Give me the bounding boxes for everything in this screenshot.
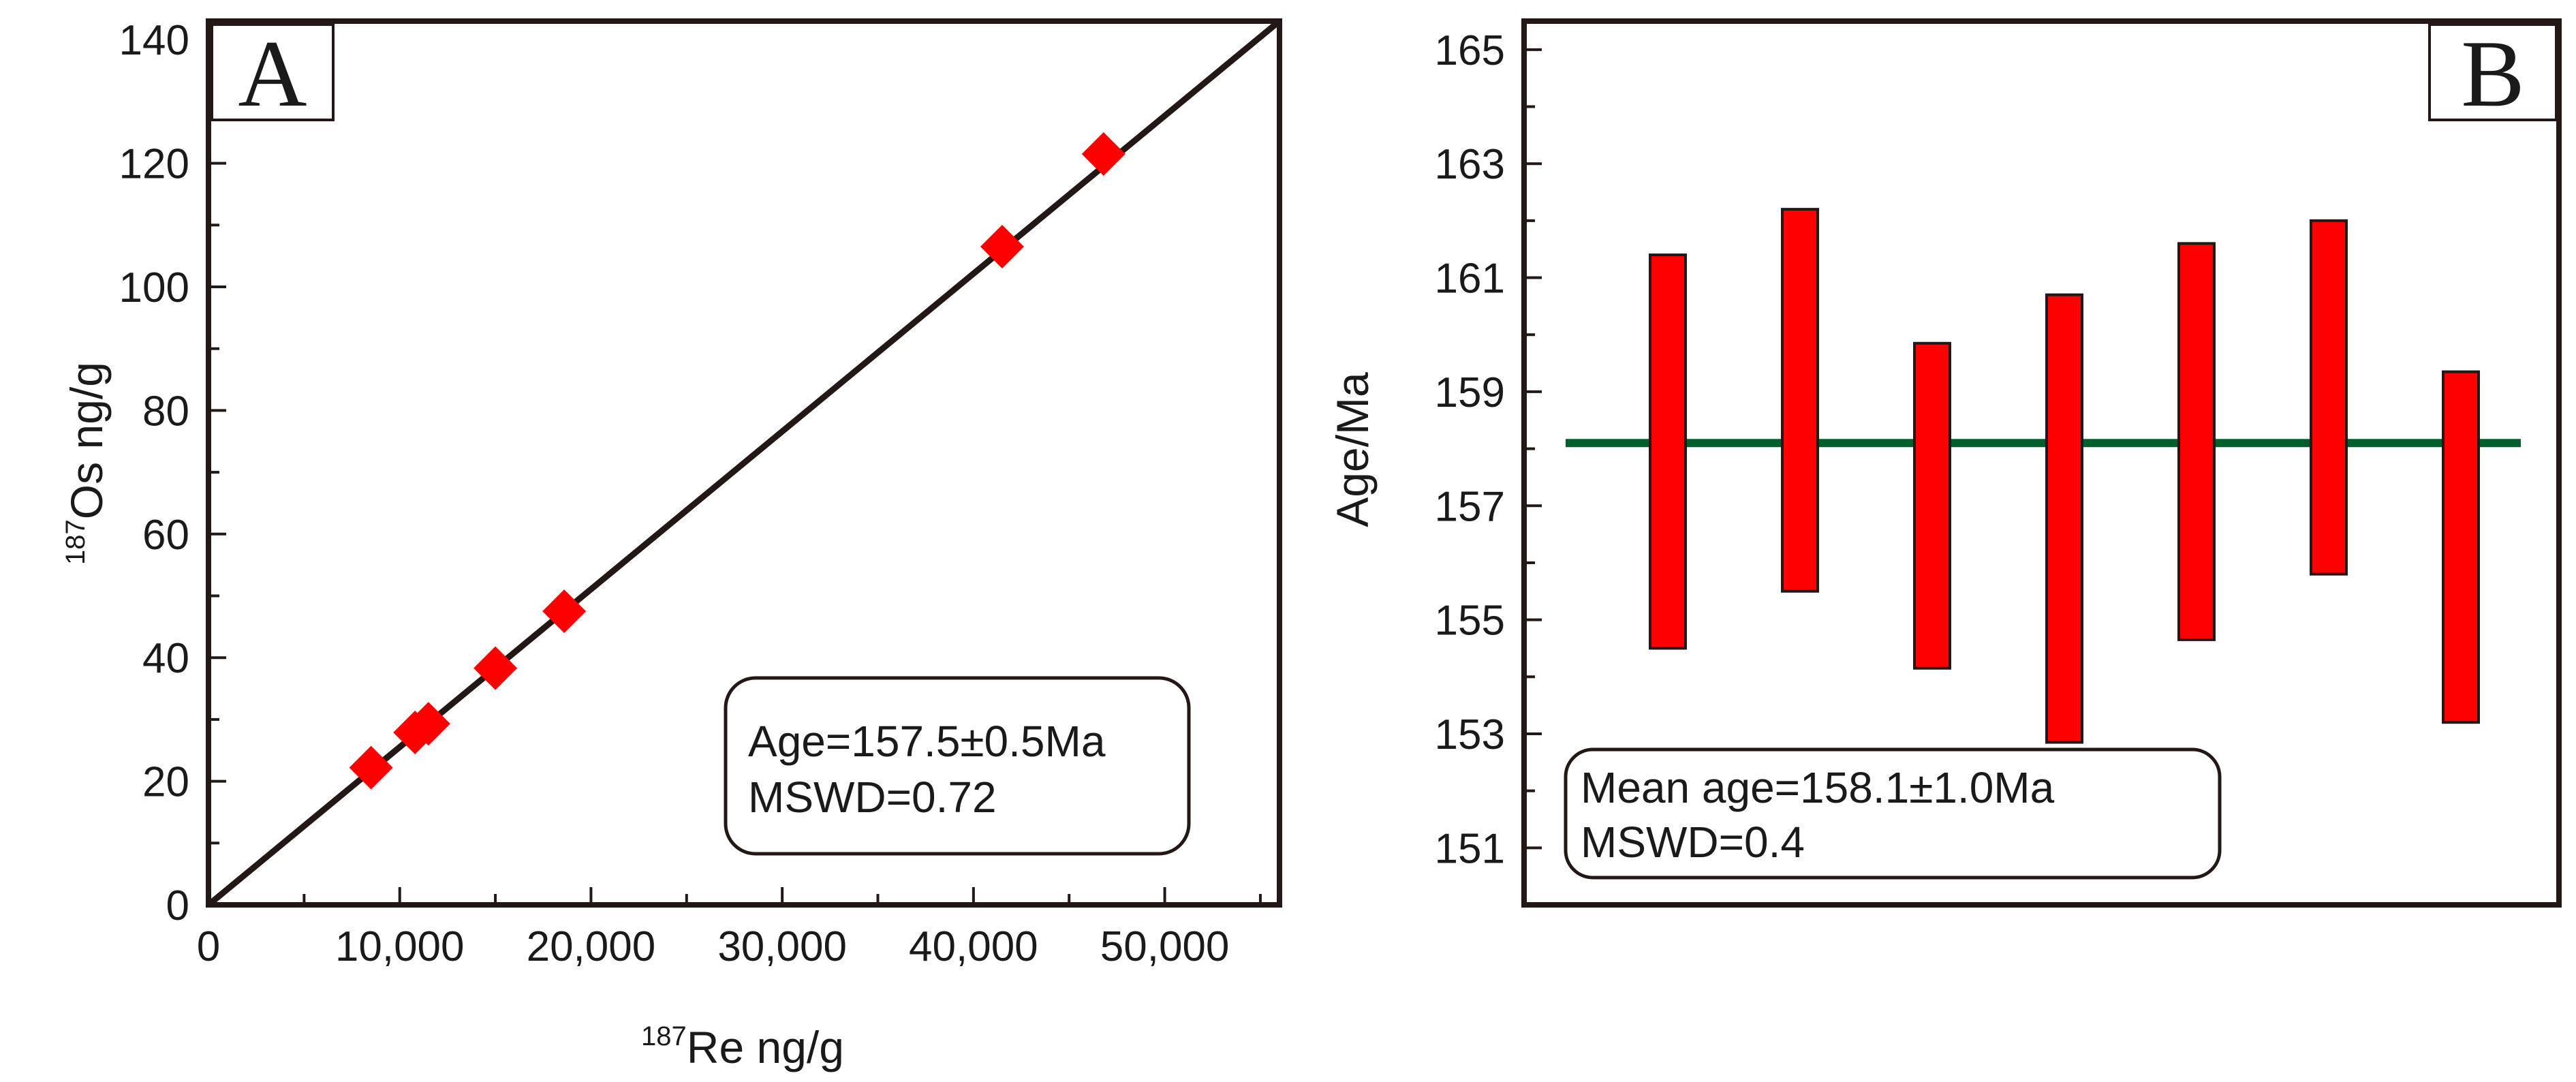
panel-b-y-tick-label: 163 (1435, 141, 1505, 188)
panel-a-y-label-text: Os ng/g (61, 362, 112, 519)
panel-b-mswd-text: MSWD=0.4 (1581, 818, 1805, 867)
panel-a: 0 10,000 20,000 30,000 40,000 50,000 0 20 40 60 8… (61, 17, 1282, 1072)
panel-a-mswd-text: MSWD=0.72 (748, 773, 997, 822)
panel-a-age-text: Age=157.5±0.5Ma (748, 717, 1106, 766)
panel-b-mean-age-text: Mean age=158.1±1.0Ma (1581, 763, 2055, 812)
panel-b-y-tick-label: 165 (1435, 27, 1505, 74)
panel-a-y-tick-label: 80 (142, 388, 189, 435)
panel-a-y-label-superscript: 187 (61, 519, 91, 565)
panel-a-y-tick-label: 0 (166, 882, 189, 929)
panel-b-age-bar (2177, 242, 2216, 641)
panel-a-y-axis-label: 187Os ng/g (61, 362, 112, 565)
panel-b-y-tick-label: 153 (1435, 711, 1505, 758)
panel-a-label-box (211, 23, 335, 121)
panel-a-data-point (542, 589, 587, 634)
panel-a-x-tick-label: 20,000 (527, 923, 656, 970)
panel-a-x-ticks: 0 10,000 20,000 30,000 40,000 50,000 (197, 887, 1262, 970)
panel-a-y-tick-label: 40 (142, 635, 189, 682)
panel-b-y-tick-label: 159 (1435, 369, 1505, 416)
panel-b-age-bar (1781, 208, 1819, 593)
panel-b-age-bar (1649, 253, 1687, 650)
panel-b-annotation-box (1564, 747, 2222, 880)
panel-a-data-point (349, 745, 393, 790)
panel-b-y-tick-label: 151 (1435, 825, 1505, 872)
panel-a-frame (206, 18, 1282, 908)
panel-a-x-tick-label: 30,000 (717, 923, 847, 970)
panel-a-x-axis-label: 187Re ng/g (641, 1021, 844, 1072)
panel-b-age-bar (2310, 219, 2348, 576)
panel-a-x-tick-label: 0 (197, 923, 220, 970)
panel-a-annotation-box (724, 676, 1191, 856)
panel-b-y-tick-label: 155 (1435, 598, 1505, 645)
panel-a-data-point (474, 646, 518, 690)
panel-b-y-tick-label: 161 (1435, 256, 1505, 303)
panel-b-age-bar (2442, 370, 2480, 724)
panel-b-error-bars (1649, 208, 2480, 744)
panel-b-y-tick-label: 157 (1435, 483, 1505, 530)
panel-b-label: B (2461, 21, 2524, 127)
panel-a-y-tick-label: 120 (119, 141, 189, 188)
panel-b-y-ticks: 151 153 155 157 159 161 163 165 (1435, 27, 1542, 872)
panel-a-x-tick-label: 40,000 (909, 923, 1038, 970)
panel-a-data-points (349, 132, 1126, 790)
panel-a-y-tick-label: 100 (119, 264, 189, 311)
panel-a-data-point (406, 702, 450, 746)
panel-b-age-bar (1913, 341, 1951, 670)
panel-a-label: A (238, 21, 307, 127)
panel-a-x-tick-label: 10,000 (335, 923, 465, 970)
panel-b-age-bar (2045, 293, 2083, 744)
panel-a-data-point (980, 225, 1024, 269)
panel-a-y-tick-label: 20 (142, 759, 189, 806)
panel-a-x-label-text: Re ng/g (687, 1022, 844, 1072)
panel-a-y-tick-label: 140 (119, 17, 189, 64)
panel-a-y-ticks: 0 20 40 60 80 100 120 140 (119, 17, 226, 929)
panel-b-label-box (2428, 23, 2558, 121)
panel-a-y-tick-label: 60 (142, 512, 189, 559)
panel-a-x-tick-label: 50,000 (1100, 923, 1230, 970)
panel-b-y-axis-label: Age/Ma (1327, 372, 1378, 527)
panel-a-x-label-superscript: 187 (641, 1021, 687, 1051)
panel-b: 151 153 155 157 159 161 163 165 B Mean age=158.… (1327, 18, 2562, 908)
panel-b-frame (1521, 18, 2562, 908)
panel-a-data-point (1081, 132, 1126, 176)
